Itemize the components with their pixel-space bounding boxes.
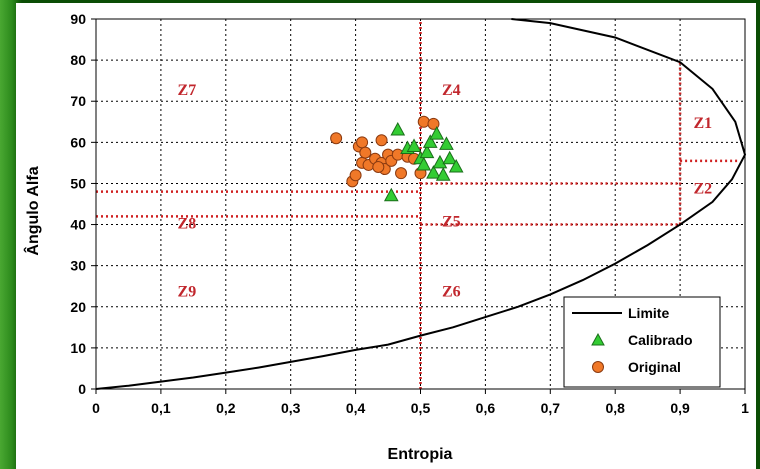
y-tick-label: 0 (78, 381, 86, 397)
calibrado-point (416, 156, 432, 171)
legend-calibrado-label: Calibrado (628, 332, 693, 348)
calibrado-point (419, 144, 435, 159)
original-point (356, 136, 369, 149)
calibrado-point (383, 187, 399, 202)
calibrado-point (429, 126, 445, 140)
original-point (372, 161, 385, 173)
original-point (375, 134, 388, 147)
calibrado-point (435, 167, 451, 181)
zone-label: Z9 (178, 283, 197, 300)
zone-label: Z8 (178, 216, 197, 233)
calibrado-point (439, 136, 454, 150)
calibrado-point (406, 138, 422, 152)
zone-label: Z4 (442, 82, 461, 99)
x-tick-label: 0,5 (411, 400, 431, 416)
zone-label: Z1 (693, 115, 712, 132)
original-point (395, 167, 408, 180)
limite-line (95, 18, 747, 390)
original-point (427, 117, 440, 130)
y-tick-label: 30 (70, 258, 86, 274)
original-point (417, 115, 430, 128)
y-tick-label: 50 (70, 175, 86, 191)
x-tick-label: 0,1 (151, 400, 171, 416)
calibrado-point (442, 150, 458, 165)
y-tick-label: 10 (70, 340, 86, 356)
x-tick-label: 0,2 (216, 400, 236, 416)
calibrado-point (390, 121, 406, 136)
zone-label: Z7 (178, 82, 197, 99)
data-points (330, 115, 464, 202)
x-tick-label: 0,8 (605, 400, 625, 416)
axes: 0 0,1 0,2 0,3 0,4 0,5 0,6 0,7 0,8 0,9 101020304050… (70, 11, 749, 416)
zone-label: Z5 (442, 213, 461, 230)
x-tick-label: 0,9 (670, 400, 690, 416)
y-tick-label: 80 (70, 52, 86, 68)
original-point (349, 169, 362, 182)
chart-panel: 0 0,1 0,2 0,3 0,4 0,5 0,6 0,7 0,8 0,9 1 0 10 20 30 40 50… (16, 3, 756, 469)
original-point (359, 146, 372, 159)
x-tick-label: 0,4 (346, 400, 366, 416)
x-tick-label: 0 (92, 400, 100, 416)
legend-limite-label: Limite (628, 305, 669, 321)
calibrado-point (432, 154, 448, 169)
legend: Limite Calibrado Original (563, 296, 721, 388)
calibrado-point (422, 134, 438, 148)
y-axis-title: Ângulo Alfa (23, 166, 42, 255)
calibrado-point (448, 158, 464, 173)
limit-curve (95, 18, 747, 390)
y-tick-label: 70 (70, 93, 86, 109)
y-tick-label: 60 (70, 134, 86, 150)
legend-calibrado-swatch (591, 332, 605, 346)
zone-label: Z6 (442, 283, 461, 300)
legend-original-swatch (592, 361, 604, 373)
y-tick-label: 40 (70, 217, 86, 233)
zone-boundaries (96, 19, 739, 389)
zone-labels: Z1 Z2 Z4 Z5 Z6 Z7 Z8 Z9 (178, 82, 713, 300)
legend-original-label: Original (628, 359, 681, 375)
y-tick-label: 90 (70, 11, 86, 27)
x-tick-label: 1 (741, 400, 749, 416)
original-point (391, 148, 404, 161)
chart-svg: 0 0,1 0,2 0,3 0,4 0,5 0,6 0,7 0,8 0,9 101020304050… (23, 11, 749, 463)
x-tick-label: 0,6 (476, 400, 496, 416)
y-tick-label: 20 (70, 299, 86, 315)
x-tick-label: 0,7 (541, 400, 561, 416)
original-point (330, 132, 343, 145)
calibrado-point (426, 165, 441, 179)
x-tick-label: 0,3 (281, 400, 301, 416)
x-axis-title: Entropia (388, 446, 453, 463)
zone-label: Z2 (693, 181, 712, 198)
